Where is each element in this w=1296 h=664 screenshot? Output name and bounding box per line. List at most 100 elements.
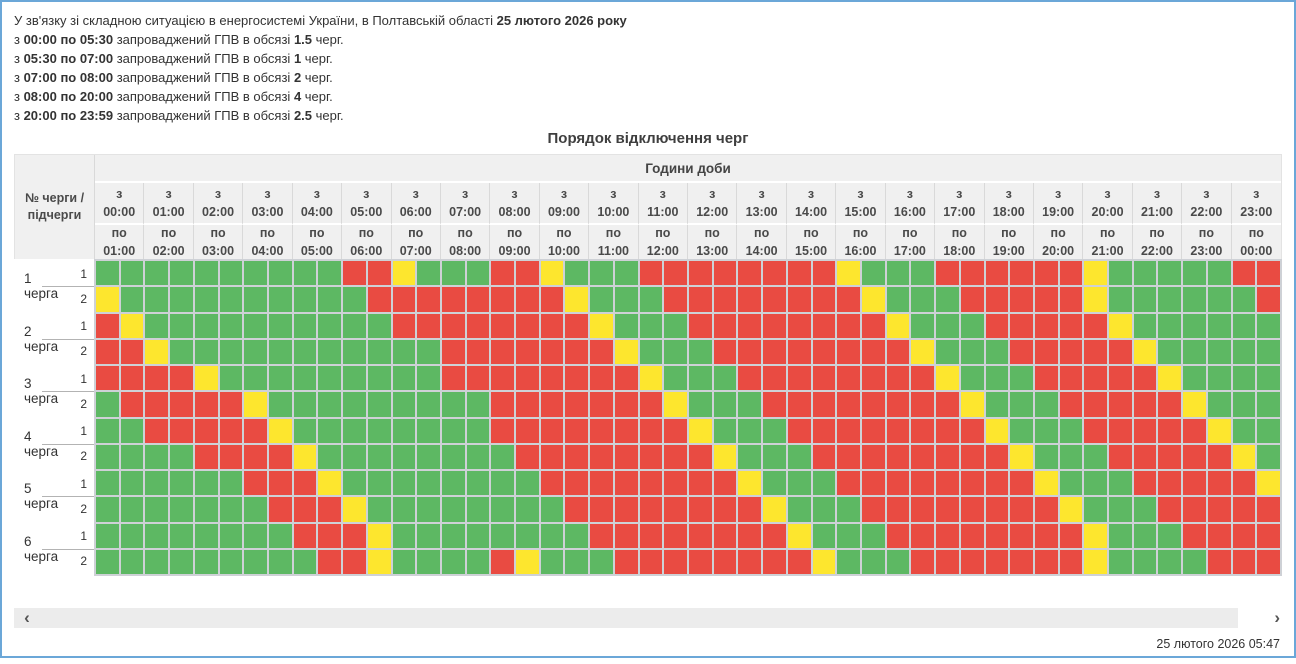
schedule-cell bbox=[244, 287, 267, 312]
schedule-cell bbox=[441, 339, 465, 364]
schedule-cell bbox=[886, 392, 910, 417]
schedule-cell bbox=[417, 497, 440, 522]
schedule-cell bbox=[565, 313, 589, 338]
queue-group: 5 черга 1 2 bbox=[14, 471, 94, 522]
schedule-cell bbox=[96, 366, 119, 391]
schedule-cell bbox=[268, 418, 292, 443]
notice-text: У зв'язку зі складною ситуацією в енерго… bbox=[2, 2, 1294, 125]
schedule-cell bbox=[738, 287, 762, 312]
schedule-cell bbox=[392, 523, 416, 548]
schedule-cell bbox=[392, 366, 416, 391]
schedule-cell bbox=[763, 418, 786, 443]
schedule-cell bbox=[219, 261, 243, 286]
schedule-title: Порядок відключення черг bbox=[547, 130, 749, 147]
schedule-cell bbox=[96, 418, 119, 443]
queue-group: 3 черга 1 2 bbox=[14, 366, 94, 417]
schedule-cell bbox=[837, 549, 860, 574]
schedule-cell bbox=[1158, 339, 1182, 364]
schedule-cell bbox=[664, 497, 687, 522]
schedule-cell bbox=[268, 261, 292, 286]
subqueue-number: 2 bbox=[80, 554, 87, 569]
corner-header: № черги / підчерги bbox=[15, 155, 95, 259]
schedule-cell bbox=[491, 497, 515, 522]
schedule-cell bbox=[194, 339, 218, 364]
schedule-cell bbox=[540, 392, 564, 417]
schedule-cell bbox=[145, 287, 169, 312]
schedule-cell bbox=[936, 339, 959, 364]
schedule-cell bbox=[713, 444, 737, 469]
schedule-cell bbox=[491, 261, 515, 286]
schedule-cell bbox=[738, 549, 762, 574]
schedule-cell bbox=[1207, 366, 1231, 391]
schedule-cell bbox=[120, 471, 144, 496]
schedule-cell bbox=[268, 523, 292, 548]
schedule-cell bbox=[1084, 418, 1108, 443]
hour-col-from: з 00:00 bbox=[95, 183, 145, 225]
schedule-cell bbox=[343, 261, 366, 286]
schedule-cell bbox=[1158, 366, 1182, 391]
schedule-cell bbox=[1059, 339, 1083, 364]
schedule-cell bbox=[738, 418, 762, 443]
schedule-cell bbox=[837, 339, 860, 364]
subqueue-divider bbox=[42, 443, 94, 445]
scroll-right-icon[interactable]: › bbox=[1274, 608, 1280, 627]
schedule-cell bbox=[170, 471, 193, 496]
schedule-cell bbox=[170, 444, 193, 469]
schedule-cell bbox=[1109, 523, 1132, 548]
subqueue-divider bbox=[42, 496, 94, 498]
hour-col-to: по 22:00 bbox=[1133, 225, 1183, 259]
schedule-cell bbox=[1158, 313, 1182, 338]
schedule-cell bbox=[738, 444, 762, 469]
schedule-cell bbox=[244, 313, 267, 338]
schedule-cell bbox=[1183, 497, 1206, 522]
schedule-cell bbox=[1034, 418, 1058, 443]
schedule-cell bbox=[170, 313, 193, 338]
schedule-cell bbox=[343, 339, 366, 364]
scrollbar-track[interactable]: ‹ bbox=[14, 608, 1238, 628]
scroll-left-icon[interactable]: ‹ bbox=[24, 608, 30, 627]
schedule-cell bbox=[1232, 497, 1256, 522]
schedule-cell bbox=[96, 523, 119, 548]
schedule-cell bbox=[392, 261, 416, 286]
schedule-cell bbox=[293, 549, 317, 574]
schedule-cell bbox=[812, 497, 836, 522]
schedule-cell bbox=[120, 444, 144, 469]
schedule-cell bbox=[787, 261, 811, 286]
schedule-cell bbox=[392, 339, 416, 364]
schedule-cell bbox=[1158, 392, 1182, 417]
schedule-cell bbox=[1158, 497, 1182, 522]
schedule-cell bbox=[664, 418, 687, 443]
schedule-cell bbox=[96, 549, 119, 574]
schedule-cell bbox=[713, 339, 737, 364]
schedule-cell bbox=[1109, 444, 1132, 469]
schedule-cell bbox=[614, 418, 638, 443]
schedule-cell bbox=[170, 261, 193, 286]
schedule-cell bbox=[812, 418, 836, 443]
schedule-cell bbox=[664, 471, 687, 496]
subqueue-number: 1 bbox=[80, 424, 87, 439]
schedule-cell bbox=[689, 261, 712, 286]
schedule-cell bbox=[590, 418, 613, 443]
schedule-cell bbox=[1183, 261, 1206, 286]
schedule-cell bbox=[466, 313, 490, 338]
schedule-cell bbox=[960, 366, 984, 391]
schedule-cell bbox=[318, 471, 342, 496]
schedule-cell bbox=[145, 366, 169, 391]
hour-col-to: по 13:00 bbox=[688, 225, 738, 259]
schedule-cell bbox=[1084, 392, 1108, 417]
schedule-cell bbox=[713, 366, 737, 391]
hour-col-from: з 08:00 bbox=[490, 183, 540, 225]
schedule-cell bbox=[837, 418, 860, 443]
schedule-cell bbox=[417, 523, 440, 548]
schedule-cell bbox=[1257, 313, 1280, 338]
schedule-cell bbox=[936, 287, 959, 312]
schedule-cell bbox=[713, 313, 737, 338]
schedule-cell bbox=[466, 471, 490, 496]
schedule-cell bbox=[639, 471, 663, 496]
schedule-cell bbox=[639, 497, 663, 522]
hour-col-from: з 13:00 bbox=[737, 183, 787, 225]
schedule-cell bbox=[985, 444, 1009, 469]
schedule-cell bbox=[145, 549, 169, 574]
subqueue-number: 2 bbox=[80, 396, 87, 411]
schedule-cell bbox=[985, 418, 1009, 443]
